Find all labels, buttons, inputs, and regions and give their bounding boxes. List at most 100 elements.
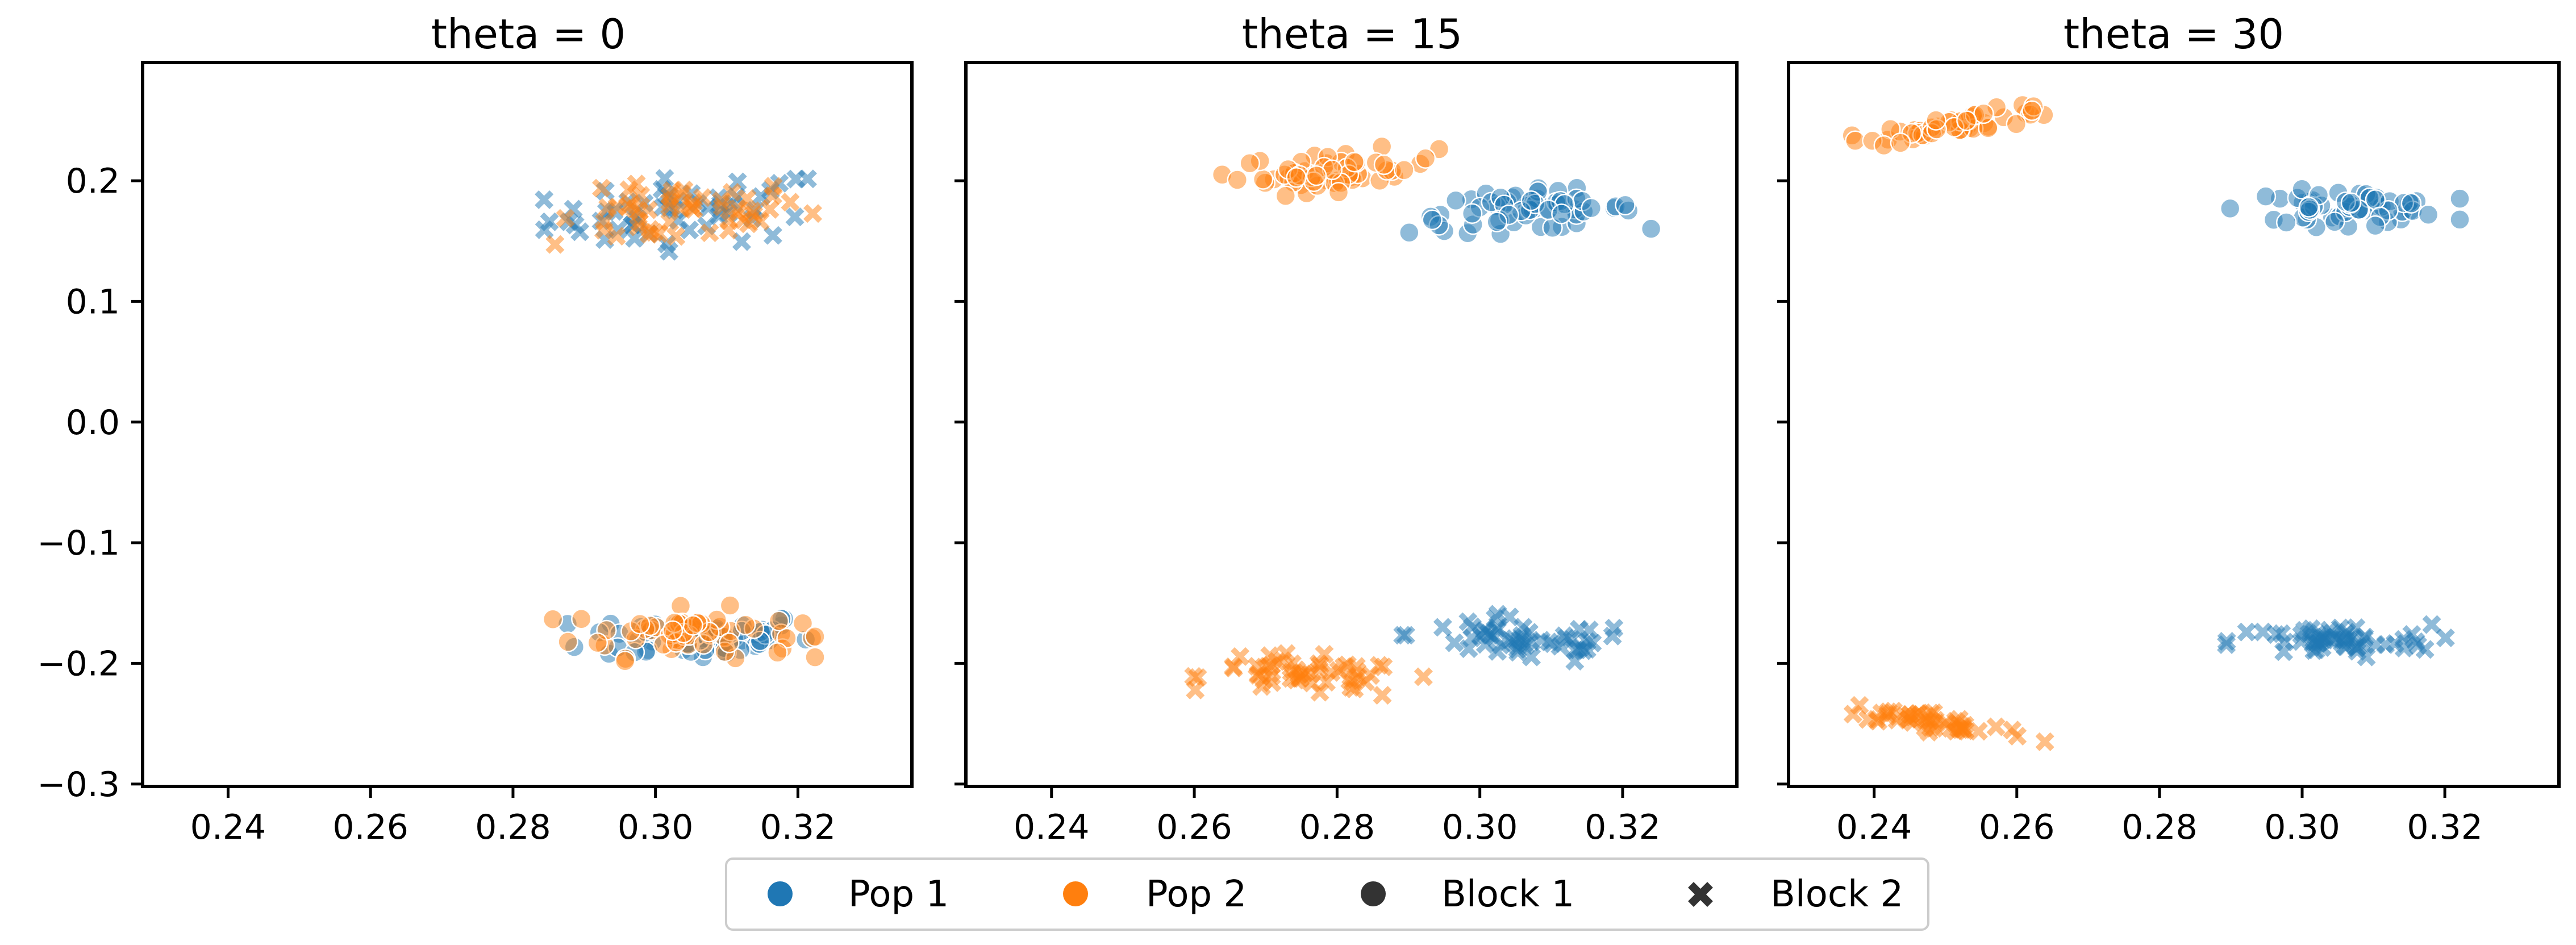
data-point <box>2449 188 2470 209</box>
scatter-points <box>535 169 826 672</box>
data-point <box>625 228 644 248</box>
y-tick-label: 0.0 <box>66 403 120 443</box>
x-tick-label: 0.28 <box>1299 807 1375 847</box>
x-tick-label: 0.32 <box>760 807 836 847</box>
data-point <box>719 220 738 240</box>
axes-frame <box>964 61 1739 788</box>
data-point <box>1925 110 1946 131</box>
y-tick-label: 0.2 <box>66 161 120 201</box>
data-point <box>655 169 674 188</box>
data-point <box>728 172 747 192</box>
data-point <box>751 211 770 231</box>
panel-title: theta = 30 <box>2064 10 2284 58</box>
data-point <box>2003 721 2022 740</box>
data-point <box>1309 654 1328 673</box>
data-point <box>2332 633 2352 652</box>
data-point <box>2275 212 2297 233</box>
data-point <box>594 220 614 240</box>
data-point <box>1615 194 1636 216</box>
data-point <box>1462 628 1482 648</box>
data-point <box>614 650 636 672</box>
x-tick-label: 0.26 <box>332 807 409 847</box>
data-point <box>737 189 757 208</box>
data-point <box>1224 657 1243 676</box>
data-point <box>768 610 790 631</box>
data-point <box>1445 633 1464 652</box>
data-point <box>785 207 805 227</box>
data-point <box>1986 717 2006 736</box>
scatter-points <box>1184 136 1662 705</box>
data-point <box>1296 663 1315 682</box>
data-point <box>540 212 559 231</box>
data-point <box>660 197 680 216</box>
data-point <box>1268 652 1287 671</box>
data-point <box>719 595 741 616</box>
scatter-points <box>1841 94 2470 751</box>
data-point <box>1640 218 1662 239</box>
legend-frame <box>725 857 1929 931</box>
x-tick-label: 0.26 <box>1156 807 1232 847</box>
data-point <box>1188 668 1207 687</box>
data-point <box>1522 647 1541 667</box>
data-point <box>2406 632 2425 651</box>
data-point <box>1520 190 1542 211</box>
legend-item-pop-1: Pop 1 <box>768 873 949 915</box>
x-tick-label: 0.24 <box>190 807 266 847</box>
panel-theta-30: theta = 30 0.24 0.26 0.28 0.30 0.32 <box>1777 10 2561 847</box>
data-point <box>607 227 626 246</box>
data-point <box>1415 148 1436 169</box>
panel-title: theta = 15 <box>1242 10 1462 58</box>
data-point <box>2436 628 2455 648</box>
data-point <box>1850 696 1869 715</box>
legend-swatch-pop-2 <box>1063 881 1088 906</box>
legend-x-marker-icon <box>1688 882 1713 907</box>
data-point <box>1890 132 1911 153</box>
data-point <box>1433 618 1452 637</box>
data-point <box>570 222 590 242</box>
data-point <box>1445 190 1466 211</box>
x-tick-label: 0.24 <box>1836 807 1912 847</box>
data-point <box>631 186 651 205</box>
data-point <box>1252 169 1274 190</box>
data-point <box>792 613 814 634</box>
axes-frame <box>141 61 914 788</box>
panel-title: theta = 0 <box>431 10 626 58</box>
y-tick-label: −0.2 <box>37 644 120 684</box>
data-point <box>781 193 800 212</box>
data-point <box>1399 222 1420 243</box>
data-point <box>660 192 680 211</box>
data-point <box>1348 668 1368 687</box>
data-point <box>2253 622 2273 642</box>
data-point <box>767 642 788 663</box>
y-tick-label: −0.3 <box>37 765 120 805</box>
legend-label: Block 1 <box>1441 873 1574 915</box>
panel-theta-15: theta = 15 0.24 0.26 0.28 0.30 0.32 <box>954 10 1739 847</box>
legend-item-block-2: Block 2 <box>1688 873 1903 915</box>
legend-swatch-pop-1 <box>768 881 793 906</box>
data-point <box>1345 679 1364 698</box>
legend-item-block-1: Block 1 <box>1361 873 1574 915</box>
data-point <box>2255 186 2277 207</box>
data-point <box>763 226 782 245</box>
data-point <box>2219 198 2241 219</box>
data-point <box>2006 114 2027 135</box>
x-tick-label: 0.30 <box>2264 807 2340 847</box>
data-point <box>1461 203 1483 224</box>
data-point <box>542 609 564 630</box>
data-point <box>1317 673 1336 692</box>
data-point <box>1286 167 1307 188</box>
data-point <box>1394 159 1415 181</box>
data-point <box>2308 634 2328 653</box>
data-point <box>1254 657 1274 677</box>
data-point <box>629 613 651 635</box>
axes-frame <box>1787 61 2561 788</box>
data-point <box>803 204 823 223</box>
data-point <box>1374 657 1393 677</box>
x-tick-label: 0.28 <box>2121 807 2198 847</box>
legend: Pop 1 Pop 2 Block 1 Block 2 <box>725 857 1929 931</box>
data-point <box>1551 203 1572 224</box>
data-point <box>2237 622 2256 642</box>
data-point <box>2365 189 2386 210</box>
data-point <box>1869 711 1888 731</box>
